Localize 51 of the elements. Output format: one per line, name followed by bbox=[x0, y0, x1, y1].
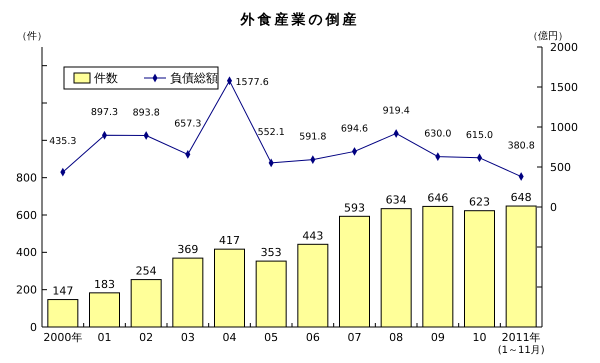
y2-tick-label: 1000 bbox=[550, 120, 578, 134]
data-label: 657.3 bbox=[174, 118, 202, 130]
data-label: 593 bbox=[344, 201, 365, 214]
data-label: 897.3 bbox=[90, 107, 118, 118]
y2-tick-label: 1500 bbox=[550, 80, 578, 94]
x-tick-label: 2011年 (1～11月) bbox=[498, 331, 545, 356]
x-tick-label: 03 bbox=[180, 331, 195, 344]
data-label: 443 bbox=[302, 229, 324, 242]
data-label: 630.0 bbox=[424, 128, 452, 140]
y-tick-label: 200 bbox=[16, 284, 37, 297]
y-axis-title: （件） bbox=[17, 31, 47, 42]
data-label: 646 bbox=[427, 191, 448, 204]
data-label: 147 bbox=[52, 284, 74, 298]
y2-axis-title: （億円） bbox=[528, 30, 568, 42]
x-tick-label: 08 bbox=[389, 331, 404, 344]
data-label: 369 bbox=[177, 243, 198, 256]
data-label: 417 bbox=[219, 234, 240, 248]
data-label: 591.8 bbox=[299, 132, 326, 143]
data-label: 648 bbox=[510, 191, 532, 204]
data-label: 893.8 bbox=[132, 107, 160, 118]
x-tick-label: 01 bbox=[98, 331, 112, 344]
x-tick-label: 10 bbox=[472, 331, 486, 344]
x-tick-label: 05 bbox=[264, 331, 278, 344]
data-label: 634 bbox=[386, 194, 407, 207]
x-tick-label: 02 bbox=[139, 331, 154, 344]
data-label: 435.3 bbox=[49, 136, 76, 148]
y-tick-label: 800 bbox=[16, 172, 37, 185]
x-tick-label: 04 bbox=[222, 331, 236, 344]
legend-label: 件数 bbox=[94, 71, 118, 86]
y2-tick-label: 2000 bbox=[550, 40, 578, 54]
chart-title: 外食産業の倒産 bbox=[240, 11, 360, 28]
data-label: 183 bbox=[94, 278, 115, 291]
x-tick-label: 09 bbox=[430, 331, 445, 344]
y-tick-label: 400 bbox=[16, 246, 37, 260]
data-label: 1577.6 bbox=[236, 76, 269, 88]
data-label: 919.4 bbox=[382, 105, 410, 116]
legend-label: 負債総額 bbox=[170, 71, 218, 86]
x-tick-label: 06 bbox=[306, 331, 320, 344]
y-tick-label: 0 bbox=[30, 320, 37, 334]
x-tick-label: 2000年 bbox=[43, 331, 82, 344]
y-tick-label: 600 bbox=[16, 208, 37, 222]
data-label: 694.6 bbox=[340, 123, 368, 134]
data-label: 380.8 bbox=[508, 140, 535, 152]
data-label: 615.0 bbox=[466, 130, 494, 141]
y2-tick-label: 500 bbox=[550, 160, 571, 174]
data-label: 353 bbox=[260, 246, 282, 260]
data-label: 623 bbox=[469, 196, 490, 209]
y2-tick-label: 0 bbox=[550, 200, 557, 214]
x-tick-label: 07 bbox=[348, 331, 362, 344]
data-label: 552.1 bbox=[258, 126, 285, 138]
data-label: 254 bbox=[136, 264, 157, 278]
